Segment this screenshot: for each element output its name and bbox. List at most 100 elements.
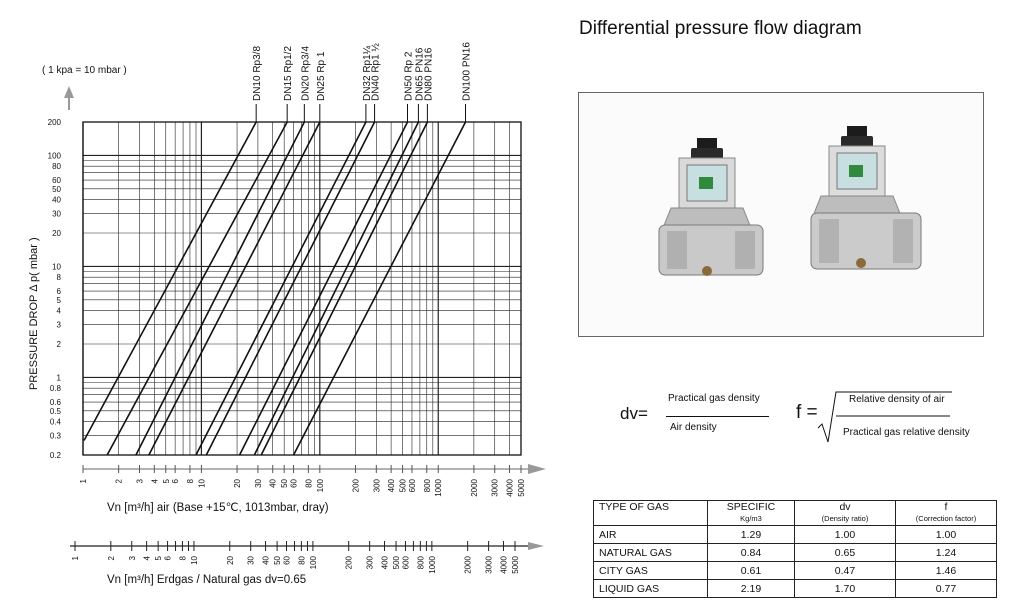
- f-numerator: Relative density of air: [849, 394, 945, 405]
- gas-table-header-cell: TYPE OF GAS: [593, 500, 708, 526]
- y-tick-label: 50: [52, 185, 61, 194]
- product-photo: [578, 92, 984, 337]
- series-label: DN100 PN16: [462, 42, 473, 101]
- gas-table-header-cell: f (Correction factor): [895, 500, 997, 526]
- y-tick-label: 60: [52, 176, 61, 185]
- plot-frame: [82, 121, 522, 456]
- y-tick-label: 5: [57, 296, 62, 305]
- formula-block: dv= Practical gas density Air density f …: [580, 380, 1000, 450]
- x-air-tick-label: 3: [135, 478, 144, 483]
- specific-value: 0.61: [707, 561, 795, 580]
- gas-name: AIR: [593, 525, 708, 544]
- gas-table: TYPE OF GAS SPECIFIC Kg/m3 dv (Density rat…: [593, 500, 997, 598]
- x-gas-tick-label: 60: [283, 555, 292, 564]
- x-air-tick-label: 10: [197, 478, 206, 487]
- x-gas-tick-label: 5000: [511, 555, 520, 573]
- y-tick-label: 8: [57, 273, 62, 282]
- y-tick-label: 0.6: [50, 398, 62, 407]
- gas-name: LIQUID GAS: [593, 579, 708, 598]
- series-line: [260, 121, 429, 456]
- series-label: DN80 PN16: [423, 47, 434, 101]
- x-air-tick-label: 4: [150, 478, 159, 483]
- series-line: [195, 121, 367, 456]
- x-air-tick-label: 300: [372, 478, 381, 492]
- x-air-tick-label: 1: [79, 478, 88, 483]
- y-tick-label: 0.3: [50, 431, 62, 440]
- specific-value: 1.29: [707, 525, 795, 544]
- x-air-tick-label: 8: [186, 478, 195, 483]
- specific-value: 2.19: [707, 579, 795, 598]
- y-tick-label: 4: [57, 307, 62, 316]
- x-gas-tick-label: 2000: [464, 555, 473, 573]
- x-air-tick-label: 60: [290, 478, 299, 487]
- y-tick-label: 0.2: [50, 451, 62, 460]
- x-gas-tick-label: 20: [226, 555, 235, 564]
- x-air-tick-label: 80: [304, 478, 313, 487]
- page-title: Differential pressure flow diagram: [579, 18, 862, 39]
- dv-value: 0.47: [794, 561, 896, 580]
- x-air-tick-label: 30: [254, 478, 263, 487]
- series-label: DN40 Rp1 ½: [371, 43, 382, 101]
- x-gas-tick-label: 3: [128, 555, 137, 560]
- f-value: 1.46: [895, 561, 997, 580]
- y-tick-label: 80: [52, 162, 61, 171]
- dv-value: 0.65: [794, 543, 896, 562]
- y-tick-label: 0.4: [50, 418, 62, 427]
- x-air-tick-label: 1000: [434, 478, 443, 496]
- x-gas-tick-label: 4: [143, 555, 152, 560]
- x-axis-gas-arrow: [528, 542, 544, 550]
- series-label: DN32 Rp1¼: [361, 45, 373, 101]
- x-axis-air-label: Vn [m³/h] air (Base +15℃, 1013mbar, dray…: [107, 502, 329, 514]
- x-air-tick-label: 2000: [470, 478, 479, 496]
- y-tick-label: 3: [57, 320, 62, 329]
- series-line: [292, 121, 467, 456]
- y-tick-label: 100: [48, 151, 62, 160]
- dv-fraction-bar: [666, 416, 769, 417]
- x-gas-tick-label: 50: [273, 555, 282, 564]
- series-line: [205, 121, 376, 456]
- gas-table-header-cell: dv (Density ratio): [794, 500, 896, 526]
- x-gas-tick-label: 6: [164, 555, 173, 560]
- x-air-tick-label: 20: [233, 478, 242, 487]
- x-gas-tick-label: 500: [392, 555, 401, 569]
- y-axis-arrow-head: [64, 86, 74, 98]
- specific-value: 0.84: [707, 543, 795, 562]
- y-tick-label: 6: [57, 287, 62, 296]
- x-air-tick-label: 2: [115, 478, 124, 483]
- y-tick-label: 1: [57, 373, 62, 382]
- x-air-tick-label: 400: [387, 478, 396, 492]
- x-gas-tick-label: 5: [154, 555, 163, 560]
- y-tick-label: 0.8: [50, 384, 62, 393]
- y-tick-label: 30: [52, 209, 61, 218]
- x-air-tick-label: 50: [280, 478, 289, 487]
- f-value: 1.24: [895, 543, 997, 562]
- x-gas-tick-label: 30: [247, 555, 256, 564]
- x-gas-tick-label: 800: [416, 555, 425, 569]
- series-line: [83, 121, 257, 441]
- series-label: DN25 Rp 1: [316, 51, 327, 101]
- table-row: NATURAL GAS 0.84 0.65 1.24: [593, 543, 997, 562]
- sqrt-sign: [817, 391, 952, 443]
- y-tick-label: 20: [52, 229, 61, 238]
- series-label: DN65 PN16: [414, 47, 425, 101]
- series-line: [253, 121, 420, 456]
- y-tick-label: 10: [52, 262, 61, 271]
- dv-label: dv=: [620, 404, 648, 423]
- x-axis-gas-label: Vn [m³/h] Erdgas / Natural gas dv=0.65: [107, 574, 306, 586]
- x-air-tick-label: 200: [351, 478, 360, 492]
- y-axis-label: PRESSURE DROP Δ p( mbar ): [28, 237, 40, 390]
- valve-image-right: [810, 126, 922, 270]
- series-line: [148, 121, 321, 456]
- dv-numerator: Practical gas density: [668, 393, 760, 404]
- x-air-tick-label: 6: [171, 478, 180, 483]
- f-value: 0.77: [895, 579, 997, 598]
- dv-value: 1.00: [794, 525, 896, 544]
- x-air-tick-label: 3000: [491, 478, 500, 496]
- x-gas-tick-label: 80: [297, 555, 306, 564]
- unit-note: ( 1 kpa = 10 mbar ): [42, 65, 127, 76]
- y-tick-label: 200: [48, 118, 62, 127]
- gas-table-header-cell: SPECIFIC Kg/m3: [707, 500, 795, 526]
- x-gas-tick-label: 200: [345, 555, 354, 569]
- x-air-tick-label: 100: [316, 478, 325, 492]
- gas-name: CITY GAS: [593, 561, 708, 580]
